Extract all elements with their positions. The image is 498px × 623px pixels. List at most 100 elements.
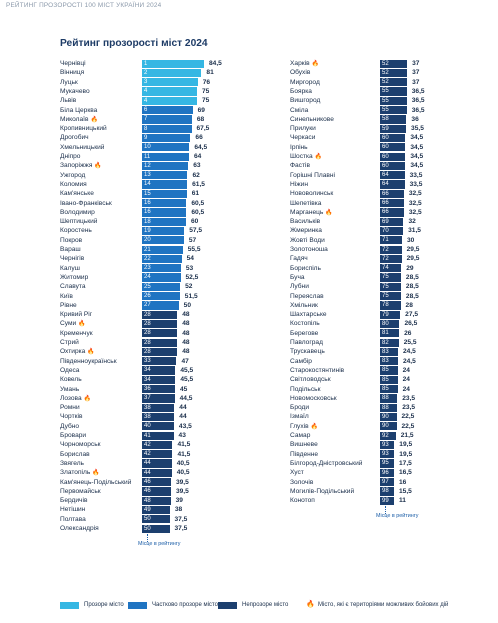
score-bar: 58 (380, 115, 407, 124)
ranking-row: Олександрія 50 37,5 (60, 524, 234, 533)
city-name: Харків 🔥 (290, 59, 319, 69)
city-name-text: Ізмаїл (290, 413, 309, 421)
rank-number: 18 (144, 218, 151, 225)
score-bar: 23 (142, 264, 181, 273)
rank-number: 60 (382, 134, 389, 141)
ranking-row: Шептицький 18 60 (60, 217, 234, 226)
city-name: Синельникове (290, 115, 334, 124)
ranking-row: Самар 92 21,5 (290, 431, 472, 440)
legend-swatch (60, 601, 79, 609)
score-value: 34,5 (410, 162, 424, 170)
city-name-text: Запоріжжя (60, 162, 93, 170)
city-name: Ніжин (290, 180, 308, 189)
score-bar: 6 (142, 106, 193, 115)
city-name: Чорноморськ (60, 440, 101, 449)
city-name: Чернігів (60, 254, 84, 263)
rank-number: 90 (382, 413, 389, 420)
ranking-row: Львів 4 75 (60, 96, 234, 105)
score-value: 52 (185, 283, 193, 291)
city-name: Боярка (290, 87, 312, 96)
score-bar: 71 (380, 236, 402, 245)
city-name: Бердичів (60, 496, 87, 505)
city-name-text: Хмельницький (60, 143, 105, 151)
city-name: Трускавець (290, 347, 325, 356)
score-bar: 24 (142, 273, 181, 282)
city-name: Нововолинськ (290, 189, 333, 198)
rank-number: 78 (382, 302, 389, 309)
ranking-row: Костопіль 80 26,5 (290, 319, 472, 329)
city-name: Обухів (290, 68, 310, 77)
score-bar: 97 (380, 478, 394, 487)
city-name-text: Бердичів (60, 497, 88, 505)
city-name: Шептицький (60, 217, 97, 226)
score-bar: 55 (380, 87, 407, 96)
ranking-row: Сміла 55 36,5 (290, 106, 472, 115)
city-name-text: Васильків (290, 218, 321, 226)
ranking-row: Нетішин 49 38 (60, 505, 234, 515)
score-bar: 88 (380, 394, 398, 403)
rank-number: 79 (382, 311, 389, 318)
rank-number: 82 (382, 339, 389, 346)
ranking-row: Полтава 50 37,5 (60, 515, 234, 524)
city-name-text: Чернівці (60, 60, 86, 67)
rank-number: 83 (382, 358, 389, 365)
score-value: 60,5 (191, 208, 205, 216)
ranking-row: Харків 🔥 52 37 (290, 59, 472, 68)
fire-icon: 🔥 (78, 321, 86, 328)
score-value: 23,5 (402, 394, 416, 402)
score-bar: 44 (142, 468, 172, 477)
city-name: Первомайськ (60, 487, 101, 496)
city-name-text: Борислав (60, 450, 90, 458)
city-name-text: Звягель (60, 459, 84, 467)
city-name: Вишгород (290, 96, 320, 105)
city-name: Жмеринка (290, 226, 322, 235)
rank-number: 93 (382, 441, 389, 448)
ranking-row: Обухів 52 37 (290, 68, 472, 78)
rank-number: 93 (382, 451, 389, 458)
ranking-row: Переяслав 75 28,5 (290, 292, 472, 301)
city-name: Дніпро (60, 152, 80, 161)
rank-number: 66 (382, 200, 389, 206)
ranking-row: Дубно 40 43,5 (60, 422, 234, 431)
score-bar: 14 (142, 180, 188, 189)
score-bar: 42 (142, 440, 173, 450)
ranking-row: Мукачево 4 75 (60, 87, 234, 96)
ranking-row: Рівне 27 50 (60, 301, 234, 310)
score-bar: 59 (380, 124, 407, 133)
ranking-row: Буча 75 28,5 (290, 273, 472, 282)
legend-label: Прозоре місто (84, 602, 124, 608)
ranking-row: Могилів-Подільський 98 15,5 (290, 487, 472, 496)
city-name-text: Коростень (60, 227, 92, 235)
city-name: Костопіль (290, 319, 320, 328)
score-bar: 49 (142, 505, 170, 515)
score-bar: 12 (142, 161, 189, 171)
rank-number: 59 (382, 125, 389, 132)
score-bar: 90 (380, 412, 397, 422)
city-name: Горішні Плавні (290, 171, 335, 180)
ranking-row: Горішні Плавні 64 33,5 (290, 171, 472, 180)
score-value: 61,5 (192, 180, 205, 188)
city-name: Миколаїв 🔥 (60, 115, 98, 125)
city-name: Дрогобич (60, 133, 89, 142)
score-bar: 75 (380, 292, 401, 301)
score-value: 64 (193, 153, 202, 160)
city-name: Шахтарське (290, 310, 327, 319)
score-bar: 3 (142, 78, 198, 87)
city-name: Львів (60, 96, 76, 105)
ranking-row: Вишгород 55 36,5 (290, 96, 472, 105)
score-value: 29,5 (406, 246, 420, 253)
score-value: 81 (206, 69, 214, 77)
score-bar: 10 (142, 143, 190, 152)
score-bar: 2 (142, 68, 202, 78)
rank-number: 52 (382, 60, 389, 67)
city-name-text: Ніжин (290, 180, 308, 188)
city-name-text: Новомосковськ (290, 394, 337, 402)
legend: Прозоре місто Частково прозоре місто Непро… (0, 600, 498, 614)
score-value: 38 (174, 506, 183, 514)
city-name-text: Золочів (290, 478, 314, 486)
score-value: 27,5 (405, 311, 419, 319)
city-name: Південне (290, 450, 318, 459)
score-value: 32,5 (408, 208, 422, 216)
rank-number: 96 (382, 469, 389, 476)
fire-icon: 🔥 (83, 395, 92, 402)
